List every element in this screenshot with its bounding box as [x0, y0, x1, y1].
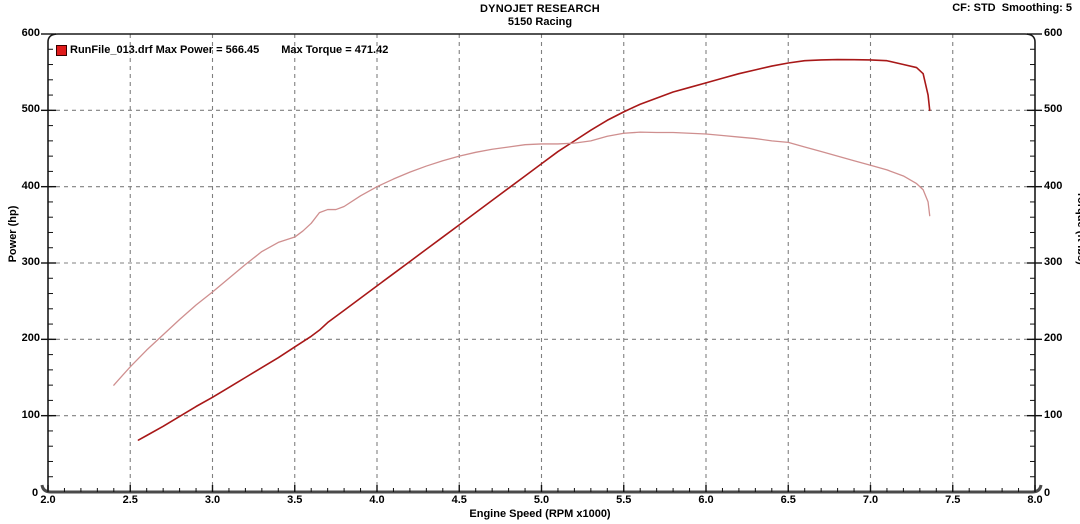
y-tick-label-left: 500 — [21, 103, 40, 116]
legend-color-swatch — [56, 44, 67, 56]
correction-factor-info: CF: STD Smoothing: 5 — [952, 2, 1072, 14]
legend-max-torque: Max Torque = 471.42 — [281, 44, 389, 56]
y-axis-right-zero-label: 0 — [1044, 487, 1051, 499]
page-subtitle: 5150 Racing — [507, 16, 573, 28]
y-tick-label-right: 200 — [1044, 332, 1063, 345]
gridlines — [48, 33, 1035, 492]
axis-ticks — [41, 33, 1042, 492]
x-tick-label: 2.5 — [122, 494, 138, 506]
plot-frame — [47, 33, 1036, 492]
x-tick-label: 5.5 — [616, 494, 632, 506]
x-tick-label: 3.0 — [204, 494, 221, 506]
legend-max-power: Max Power = 566.45 — [155, 44, 260, 56]
y-tick-label-left: 300 — [21, 256, 40, 268]
legend: RunFile_013.drf Max Power = 566.45 Max T… — [56, 44, 388, 56]
x-tick-label: 5.0 — [533, 494, 550, 506]
x-tick-label: 7.0 — [862, 494, 879, 506]
x-tick-label: 6.5 — [780, 494, 796, 506]
y-tick-label-left: 100 — [21, 408, 40, 421]
x-tick-label: 6.0 — [698, 494, 714, 506]
y-tick-label-right: 300 — [1044, 256, 1063, 268]
series-line-torque — [113, 131, 931, 386]
y-tick-label-left: 400 — [21, 179, 40, 192]
x-tick-label: 4.0 — [369, 494, 385, 506]
y-tick-label-right: 100 — [1044, 408, 1063, 421]
x-tick-label: 4.5 — [451, 494, 467, 506]
legend-run-file: RunFile_013.drf — [70, 44, 153, 56]
y-tick-label-left: 200 — [21, 332, 40, 345]
x-tick-label: 8.0 — [1027, 494, 1043, 506]
x-tick-label: 3.5 — [287, 494, 303, 506]
y-tick-label-left: 600 — [21, 27, 40, 39]
y-tick-label-right: 500 — [1044, 103, 1063, 116]
page-title: DYNOJET RESEARCH — [480, 3, 600, 15]
x-tick-label: 2.0 — [40, 494, 56, 506]
x-tick-label: 7.5 — [945, 494, 961, 506]
y-tick-label-right: 600 — [1044, 27, 1063, 39]
y-axis-left-zero-label: 0 — [32, 487, 39, 499]
series-line-power — [137, 58, 931, 441]
y-tick-label-right: 400 — [1044, 179, 1063, 192]
x-axis-title: Engine Speed (RPM x1000) — [469, 508, 611, 520]
